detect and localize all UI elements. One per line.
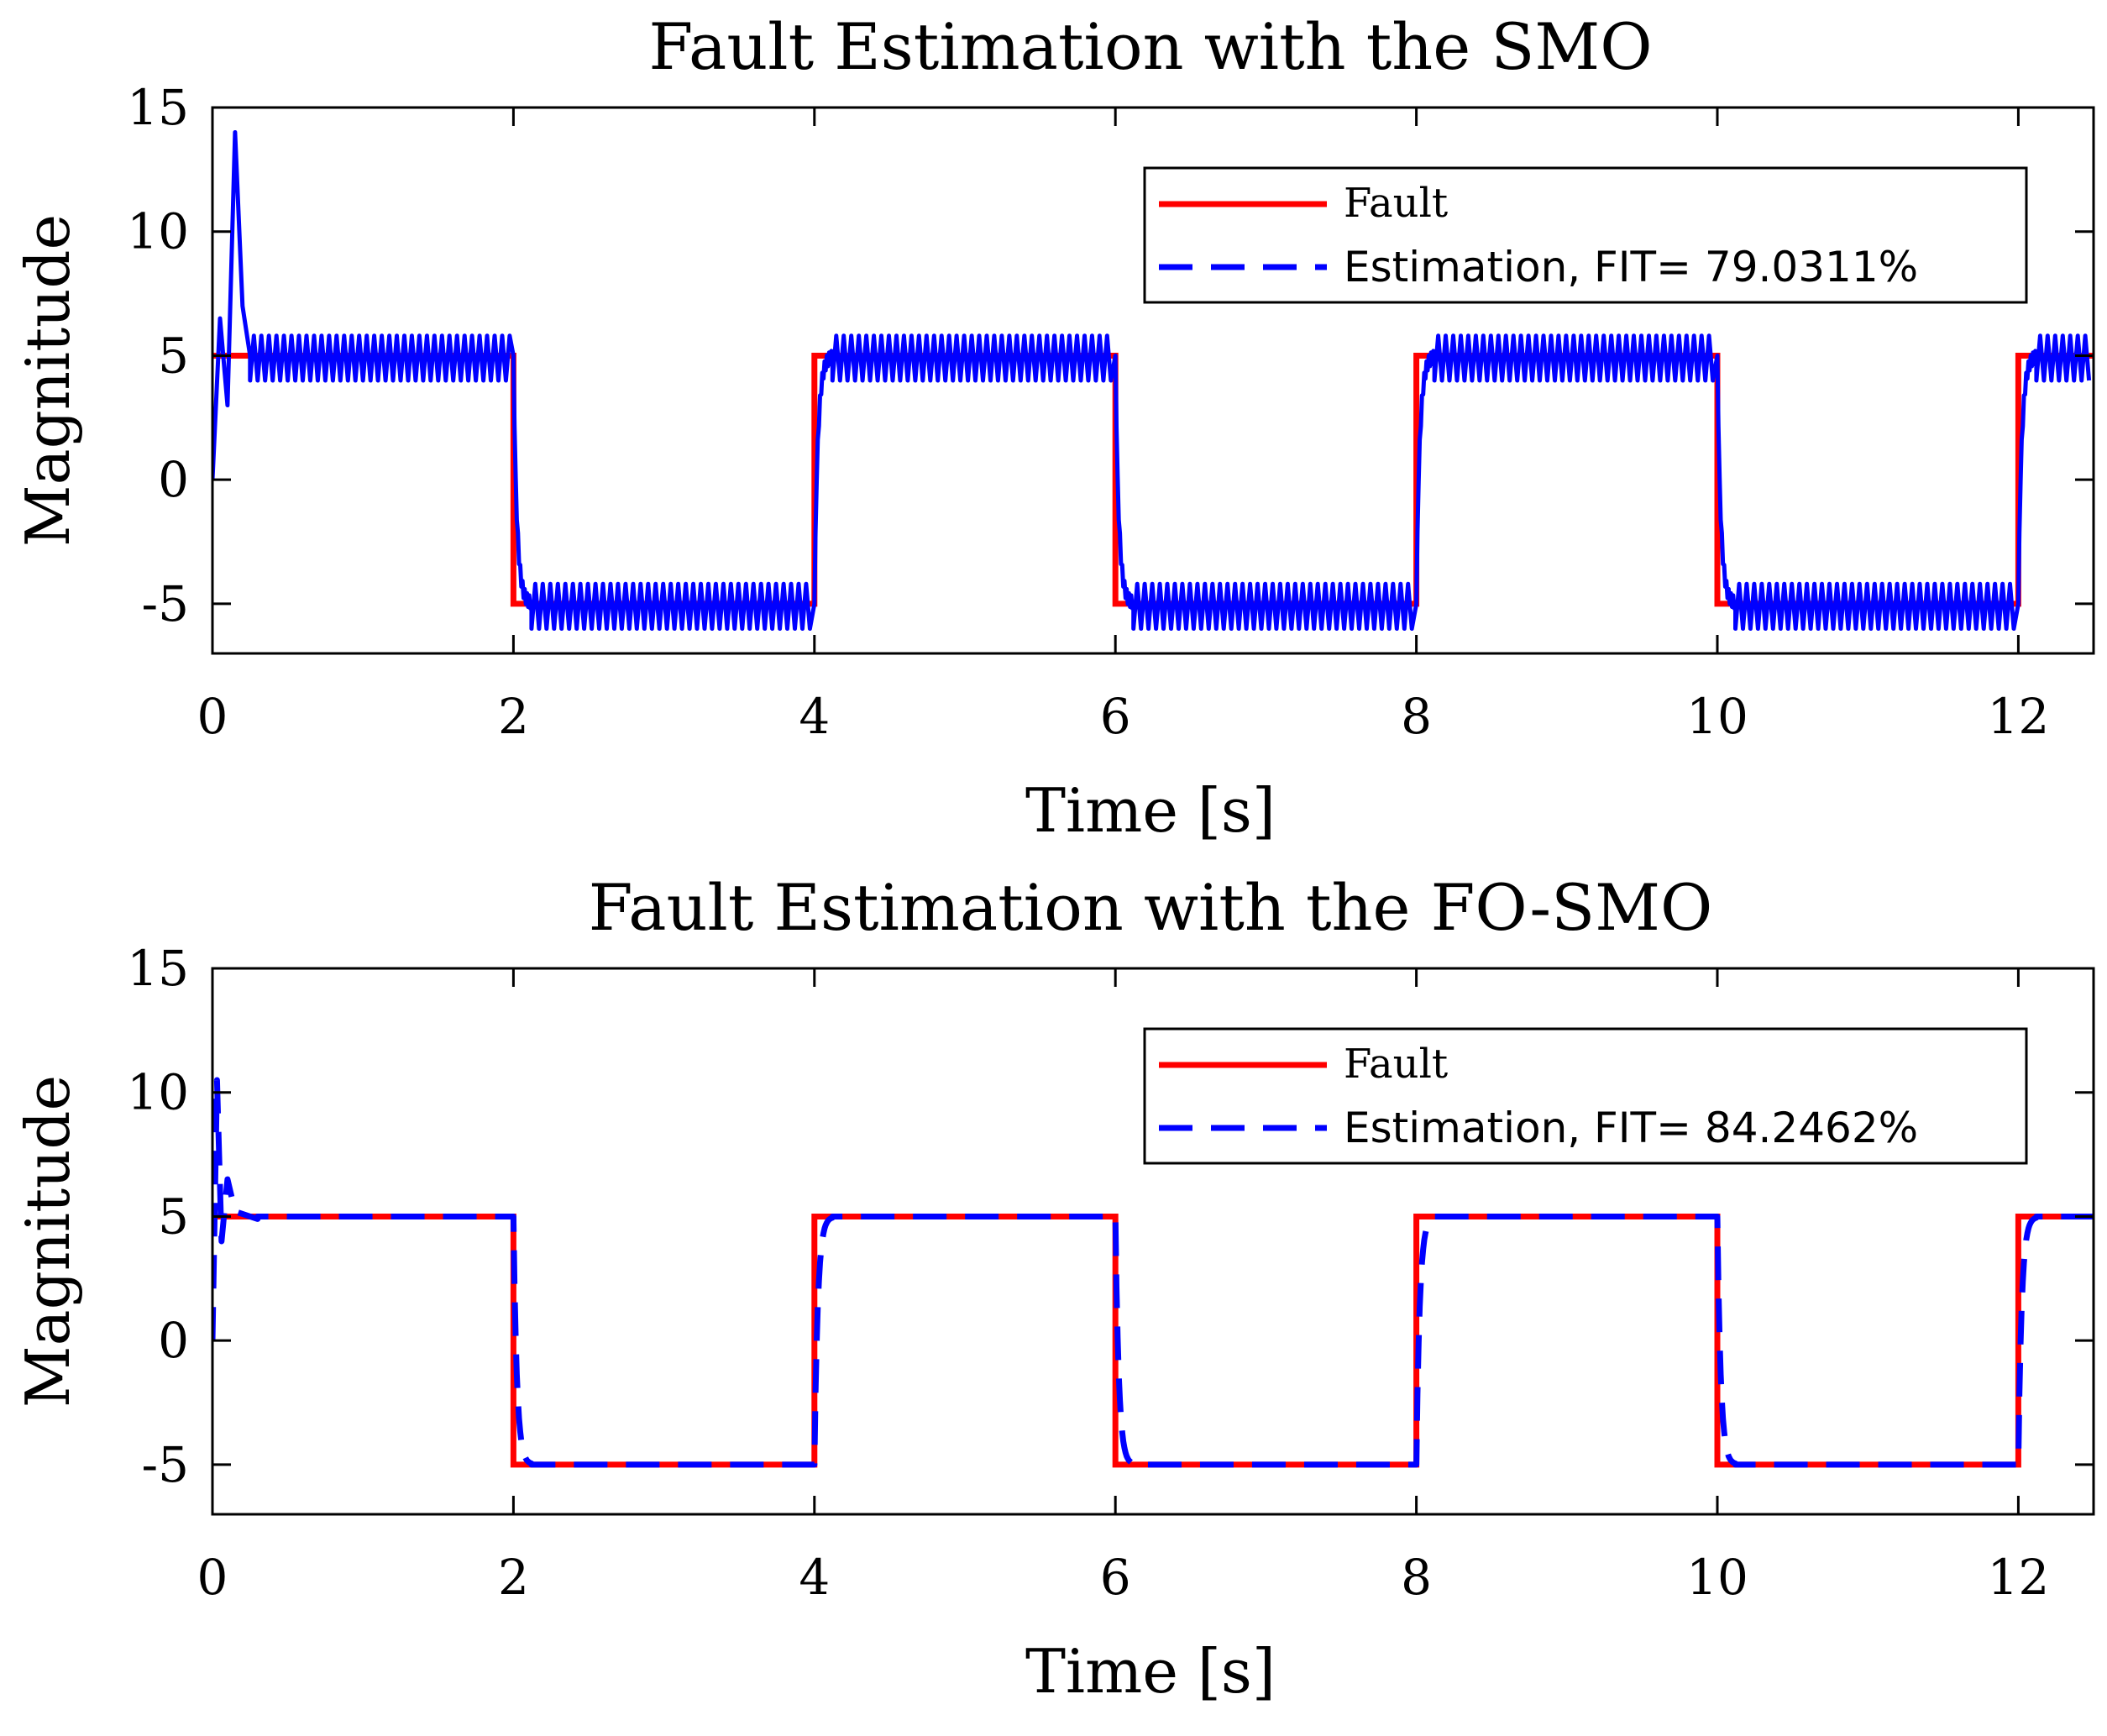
legend-box: [1143, 1027, 2028, 1165]
x-tick-label: 10: [1686, 688, 1748, 745]
legend-estimation-label: Estimation, FIT= 84.2462%: [1344, 1104, 1918, 1152]
x-tick-label: 8: [1401, 688, 1432, 745]
x-axis-label: Time [s]: [1025, 1636, 1276, 1707]
plot-area: [212, 1077, 2094, 1468]
y-tick-label: 10: [127, 1064, 189, 1121]
y-tick-label: -5: [142, 575, 190, 632]
legend-fault-label: Fault: [1344, 1041, 1448, 1088]
y-axis-label: Magnitude: [13, 1075, 83, 1408]
x-tick-label: 2: [498, 1549, 529, 1606]
x-axis-label: Time [s]: [1025, 775, 1276, 846]
x-tick-label: 10: [1686, 1549, 1748, 1606]
x-tick-label: 6: [1100, 688, 1131, 745]
legend: Fault Estimation, FIT= 84.2462%: [1143, 1027, 2028, 1165]
legend-box: [1143, 166, 2028, 304]
chart-title: Fault Estimation with the SMO: [648, 9, 1652, 84]
x-tick-label: 4: [799, 1549, 830, 1606]
axes-box: [211, 106, 2095, 655]
axes-box: [211, 967, 2095, 1516]
series-fault-line: [212, 352, 2094, 607]
y-tick-label: -5: [142, 1436, 190, 1493]
y-tick-label: 10: [127, 203, 189, 260]
x-tick-label: 0: [197, 688, 228, 745]
subplot-fo-smo: Fault Estimation with the FO-SMO 0 2 4 6 8 10…: [13, 870, 2095, 1707]
legend-fault-label: Fault: [1344, 180, 1448, 227]
series-fault-line: [212, 1213, 2094, 1468]
x-tick-label: 8: [1401, 1549, 1432, 1606]
series-estimation-line: [212, 1077, 2094, 1468]
x-tick-label: 2: [498, 688, 529, 745]
x-tick-label: 6: [1100, 1549, 1131, 1606]
chart-title: Fault Estimation with the FO-SMO: [589, 870, 1713, 945]
x-tick-label: 0: [197, 1549, 228, 1606]
series-layer: [212, 1077, 2094, 1468]
y-tick-label: 5: [158, 1188, 189, 1245]
legend: Fault Estimation, FIT= 79.0311%: [1143, 166, 2028, 304]
y-tick-label: 15: [127, 940, 189, 997]
y-tick-label: 0: [158, 451, 189, 508]
y-tick-label: 0: [158, 1312, 189, 1369]
series-estimation-line: [212, 130, 2092, 631]
x-tick-label: 4: [799, 688, 830, 745]
x-tick-label: 12: [1987, 688, 2049, 745]
series-layer: [212, 130, 2094, 631]
subplot-smo: Fault Estimation with the SMO 0 2 4 6 8 10 12 -…: [13, 9, 2095, 846]
y-tick-label: 5: [158, 327, 189, 384]
legend-estimation-label: Estimation, FIT= 79.0311%: [1344, 243, 1918, 291]
x-tick-label: 12: [1987, 1549, 2049, 1606]
plot-area: [212, 130, 2094, 631]
y-axis-label: Magnitude: [13, 214, 83, 547]
y-tick-label: 15: [127, 79, 189, 136]
